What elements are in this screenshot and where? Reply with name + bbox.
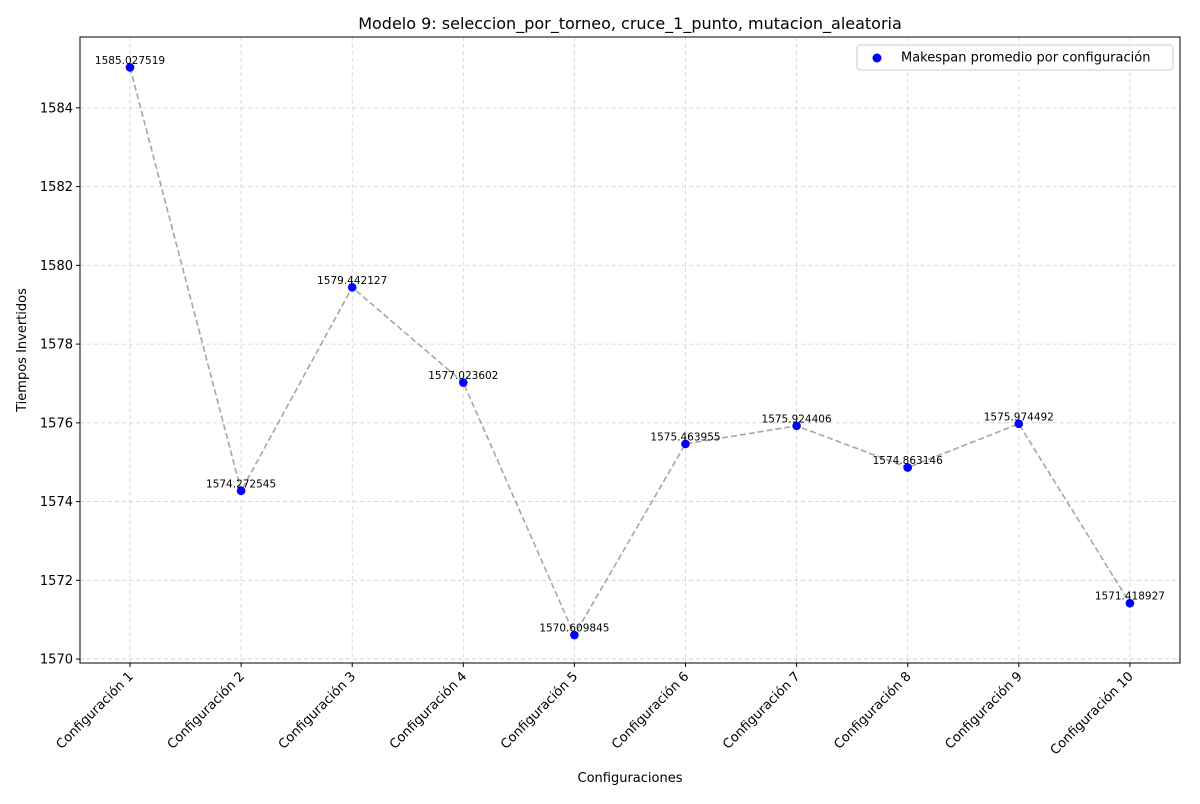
data-label: 1585.027519	[95, 55, 165, 67]
data-label: 1575.924406	[762, 413, 832, 425]
y-tick-label: 1570	[40, 653, 73, 668]
y-axis-label: Tiempos Invertidos	[15, 288, 30, 413]
y-tick-label: 1584	[40, 101, 73, 116]
series-connector-line	[129, 67, 1131, 637]
y-axis-ticks: 1570 1572 1574 1576 1578 1580 1582 1584	[40, 101, 80, 668]
x-tick-label: Configuración 8	[831, 669, 914, 752]
data-point	[236, 486, 246, 496]
plot-frame	[79, 36, 1181, 664]
data-label: 1575.974492	[984, 411, 1054, 423]
data-point	[1125, 598, 1135, 608]
x-axis-label: Configuraciones	[578, 771, 683, 786]
data-point	[125, 63, 135, 72]
data-point	[681, 439, 690, 449]
x-tick-label: Configuración 7	[720, 669, 803, 752]
data-label: 1575.463955	[650, 431, 720, 443]
x-axis-ticks: Configuración 1 Configuración 2 Configurac…	[54, 663, 1137, 758]
y-tick-label: 1578	[40, 338, 73, 353]
x-tick-label: Configuración 10	[1048, 669, 1137, 758]
legend-entry-label: Makespan promedio por configuración	[901, 51, 1150, 66]
data-label: 1574.272545	[206, 478, 276, 490]
legend-box	[856, 44, 1174, 71]
y-tick-label: 1572	[40, 574, 73, 589]
chart-title: Modelo 9: seleccion_por_torneo, cruce_1_…	[358, 14, 902, 34]
x-tick-label: Configuración 1	[54, 669, 137, 752]
y-tick-label: 1582	[40, 180, 73, 195]
legend: Makespan promedio por configuración	[856, 44, 1174, 71]
x-tick-label: Configuración 3	[276, 669, 359, 752]
x-tick-label: Configuración 9	[942, 669, 1025, 752]
y-tick-label: 1580	[40, 259, 73, 274]
data-label: 1571.418927	[1095, 591, 1165, 603]
x-tick-label: Configuración 4	[387, 669, 470, 752]
data-point	[1014, 419, 1024, 429]
x-tick-label: Configuración 6	[609, 669, 692, 752]
grid-lines	[80, 37, 1180, 663]
data-label: 1570.609845	[539, 623, 609, 635]
data-point	[792, 421, 801, 431]
data-label: 1579.442127	[317, 275, 387, 287]
y-tick-label: 1574	[40, 495, 73, 510]
data-point	[347, 283, 357, 292]
x-tick-label: Configuración 5	[498, 669, 581, 752]
y-tick-label: 1576	[40, 416, 73, 431]
legend-marker	[872, 53, 882, 63]
data-point	[459, 378, 468, 387]
x-tick-label: Configuración 2	[165, 669, 248, 752]
data-label: 1574.863146	[873, 455, 943, 467]
data-labels: 1585.027519 1574.272545 1579.442127 1577.02…	[95, 55, 1165, 635]
data-points	[125, 63, 1135, 640]
series-connector	[129, 67, 1131, 637]
data-point	[903, 463, 912, 472]
data-label: 1577.023602	[428, 370, 498, 382]
data-point	[570, 630, 579, 640]
